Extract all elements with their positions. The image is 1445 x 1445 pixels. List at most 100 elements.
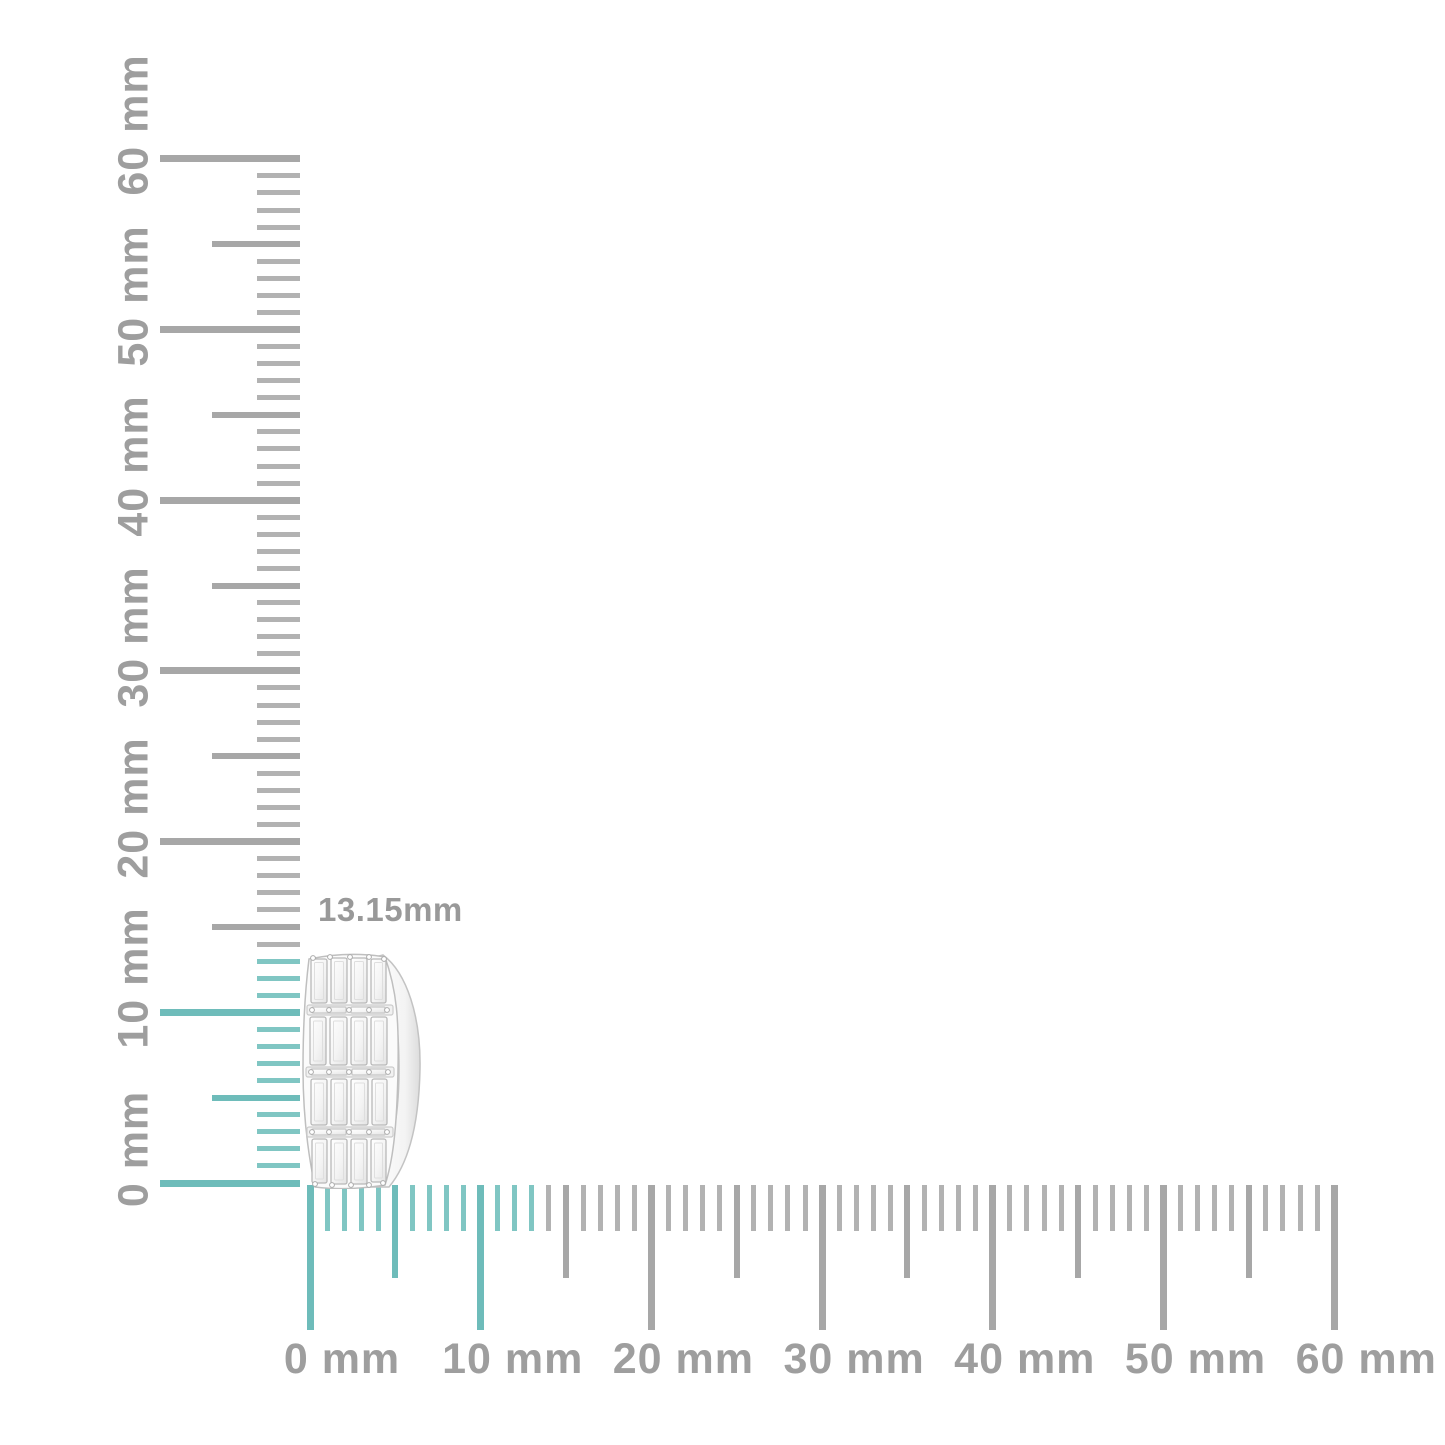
h-ruler-tick xyxy=(444,1185,450,1231)
v-ruler-tick xyxy=(257,378,300,384)
h-ruler-tick xyxy=(563,1185,570,1278)
h-ruler-tick xyxy=(1330,1185,1338,1330)
v-ruler-tick xyxy=(257,531,300,537)
v-ruler-tick xyxy=(160,326,300,333)
v-ruler-tick xyxy=(212,582,300,589)
v-ruler-tick xyxy=(257,207,300,213)
h-ruler-tick xyxy=(802,1185,808,1231)
v-ruler-tick xyxy=(257,856,300,862)
v-ruler-tick xyxy=(160,1179,300,1187)
v-ruler-tick xyxy=(257,190,300,196)
h-ruler-tick xyxy=(1212,1185,1218,1231)
h-ruler-tick xyxy=(426,1185,432,1231)
v-ruler-tick xyxy=(257,1043,300,1049)
h-ruler-tick xyxy=(973,1185,979,1231)
h-ruler-tick xyxy=(1297,1185,1303,1231)
h-ruler-tick xyxy=(1092,1185,1098,1231)
h-ruler-label: 30 mm xyxy=(783,1335,925,1383)
h-ruler-tick xyxy=(989,1185,997,1330)
v-ruler-tick xyxy=(257,1129,300,1135)
h-ruler-tick xyxy=(529,1185,535,1231)
h-ruler-tick xyxy=(1160,1185,1167,1330)
v-ruler-tick xyxy=(257,361,300,367)
v-ruler-tick xyxy=(257,941,300,947)
v-ruler-tick xyxy=(257,736,300,742)
h-ruler-tick xyxy=(631,1185,637,1231)
v-ruler-tick xyxy=(160,838,300,846)
h-ruler-tick xyxy=(1314,1185,1320,1231)
v-ruler-tick xyxy=(257,514,300,520)
h-ruler-tick xyxy=(1263,1185,1269,1231)
h-ruler-tick xyxy=(785,1185,791,1231)
v-ruler-tick xyxy=(257,1026,300,1032)
h-ruler-tick xyxy=(477,1185,485,1330)
v-ruler-tick xyxy=(257,702,300,708)
v-ruler-tick xyxy=(257,719,300,725)
h-ruler-tick xyxy=(818,1185,826,1330)
h-ruler-tick xyxy=(647,1185,655,1330)
h-ruler-tick xyxy=(580,1185,586,1231)
v-ruler-tick xyxy=(257,804,300,810)
h-ruler-label: 10 mm xyxy=(442,1335,584,1383)
v-ruler-tick xyxy=(257,463,300,469)
v-ruler-label: 40 mm xyxy=(109,395,158,537)
v-ruler-tick xyxy=(257,685,300,691)
h-ruler-tick xyxy=(614,1185,620,1231)
h-ruler-tick xyxy=(375,1185,381,1231)
h-ruler-tick xyxy=(1280,1185,1286,1231)
v-ruler-tick xyxy=(257,292,300,298)
h-ruler-tick xyxy=(700,1185,706,1231)
h-ruler-tick xyxy=(751,1185,757,1231)
h-ruler-tick xyxy=(887,1185,893,1231)
earring-stone-facets xyxy=(313,961,384,1181)
h-ruler-label: 20 mm xyxy=(612,1335,755,1383)
h-ruler-tick xyxy=(1058,1185,1064,1231)
v-ruler-tick xyxy=(257,395,300,401)
v-ruler-tick xyxy=(257,1078,300,1084)
v-ruler-tick xyxy=(257,344,300,350)
dimension-label: 13.15mm xyxy=(318,891,463,928)
v-ruler-tick xyxy=(257,873,300,879)
h-ruler-tick xyxy=(768,1185,774,1231)
v-ruler-tick xyxy=(257,275,300,281)
h-ruler-tick xyxy=(1109,1185,1115,1231)
v-ruler-tick xyxy=(257,634,300,640)
h-ruler-tick xyxy=(512,1185,518,1231)
v-ruler-tick xyxy=(257,890,300,896)
v-ruler-tick xyxy=(257,480,300,486)
earring-prongs xyxy=(308,954,391,1188)
h-ruler-tick xyxy=(1245,1185,1252,1278)
h-ruler-tick xyxy=(597,1185,603,1231)
h-ruler-tick xyxy=(306,1185,314,1330)
v-ruler-tick xyxy=(212,753,300,760)
h-ruler-tick xyxy=(1075,1185,1082,1278)
v-ruler-tick xyxy=(160,496,300,504)
h-ruler-tick xyxy=(870,1185,876,1231)
v-ruler-label: 30 mm xyxy=(109,566,158,708)
v-ruler-tick xyxy=(257,1112,300,1118)
v-ruler-tick xyxy=(257,1163,300,1169)
v-ruler-tick xyxy=(257,1146,300,1152)
h-ruler-tick xyxy=(1126,1185,1132,1231)
h-ruler-tick xyxy=(1024,1185,1030,1231)
h-ruler-tick xyxy=(461,1185,467,1231)
v-ruler-tick xyxy=(212,923,300,930)
h-ruler-label: 0 mm xyxy=(283,1335,401,1383)
h-ruler-tick xyxy=(1007,1185,1013,1231)
h-ruler-tick xyxy=(1195,1185,1201,1231)
h-ruler-tick xyxy=(324,1185,330,1231)
v-ruler-tick xyxy=(257,907,300,913)
v-ruler-tick xyxy=(257,258,300,264)
h-ruler-tick xyxy=(922,1185,928,1231)
h-ruler-label: 50 mm xyxy=(1124,1335,1267,1383)
h-ruler-tick xyxy=(1229,1185,1235,1231)
h-ruler-tick xyxy=(1041,1185,1047,1231)
v-ruler-tick xyxy=(257,617,300,623)
h-ruler-tick xyxy=(904,1185,911,1278)
h-ruler-tick xyxy=(495,1185,501,1231)
v-ruler-tick xyxy=(212,1094,300,1101)
v-ruler-tick xyxy=(160,1008,300,1016)
v-ruler-label: 50 mm xyxy=(109,224,158,367)
v-ruler-tick xyxy=(212,241,300,248)
